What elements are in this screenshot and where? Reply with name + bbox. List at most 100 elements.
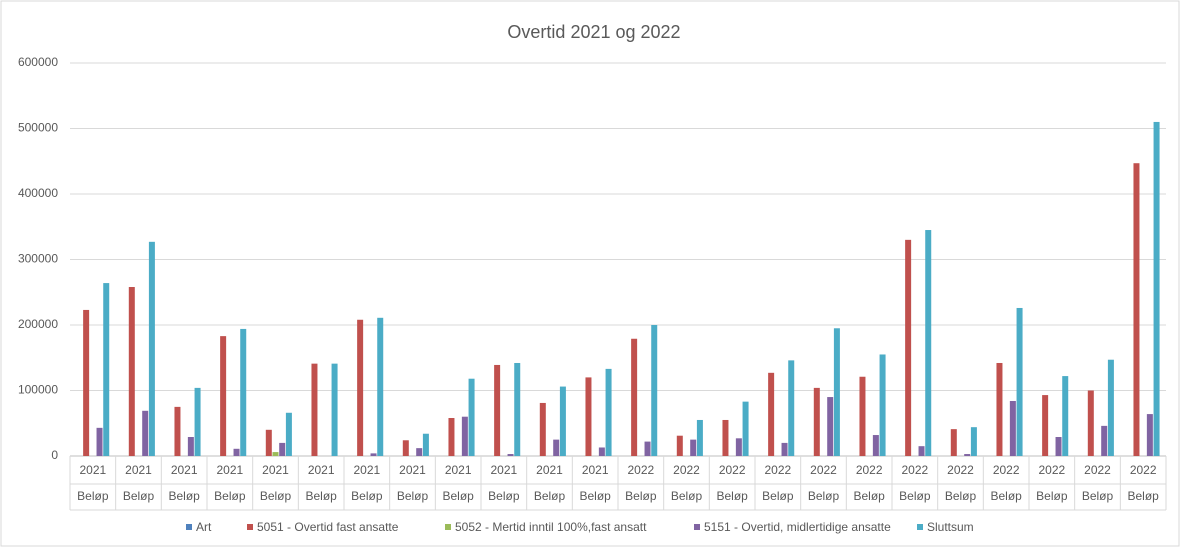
bar <box>788 360 795 456</box>
bar <box>651 325 658 456</box>
x-subcategory-label: Beløp <box>1127 489 1159 503</box>
legend-label: Art <box>196 520 212 534</box>
x-subcategory-label: Beløp <box>123 489 155 503</box>
x-tick-label: 2021 <box>308 463 335 477</box>
bar <box>494 364 501 456</box>
x-subcategory-label: Beløp <box>716 489 748 503</box>
bar <box>233 448 240 456</box>
bar <box>950 429 957 456</box>
bar <box>676 435 683 456</box>
x-tick-label: 2021 <box>353 463 380 477</box>
bar <box>220 336 227 456</box>
bar <box>142 410 149 456</box>
bar <box>735 438 742 456</box>
x-tick-label: 2021 <box>216 463 243 477</box>
y-tick-label: 400000 <box>18 186 58 200</box>
bar <box>631 338 638 456</box>
bar <box>833 328 840 456</box>
bar <box>402 440 409 456</box>
bar <box>905 239 912 456</box>
x-tick-label: 2021 <box>399 463 426 477</box>
x-tick-label: 2022 <box>1130 463 1157 477</box>
bar <box>553 439 560 456</box>
bar <box>1101 425 1108 456</box>
bar <box>194 387 201 456</box>
bar <box>970 427 977 456</box>
bar <box>96 427 103 456</box>
x-tick-label: 2022 <box>947 463 974 477</box>
legend-label: 5052 - Mertid inntil 100%,fast ansatt <box>455 520 647 534</box>
x-subcategory-label: Beløp <box>671 489 703 503</box>
x-subcategory-label: Beløp <box>260 489 292 503</box>
legend-swatch <box>445 524 451 530</box>
bar <box>872 435 879 456</box>
bar <box>422 433 429 456</box>
x-tick-label: 2022 <box>1038 463 1065 477</box>
bar <box>416 448 423 456</box>
bar <box>559 386 566 456</box>
bar <box>768 372 775 456</box>
bar <box>1055 437 1062 456</box>
x-subcategory-label: Beløp <box>214 489 246 503</box>
y-tick-label: 300000 <box>18 252 58 266</box>
bar <box>964 454 971 456</box>
x-tick-label: 2022 <box>1084 463 1111 477</box>
x-tick-label: 2022 <box>901 463 928 477</box>
legend-label: Sluttsum <box>927 520 974 534</box>
bar <box>722 419 729 456</box>
bar <box>265 429 272 456</box>
bar <box>377 317 384 456</box>
legend-swatch <box>186 524 192 530</box>
x-subcategory-label: Beløp <box>808 489 840 503</box>
x-tick-label: 2021 <box>171 463 198 477</box>
x-tick-label: 2022 <box>810 463 837 477</box>
bar <box>357 319 364 456</box>
bar <box>1009 400 1016 456</box>
bar <box>925 230 932 456</box>
x-subcategory-label: Beløp <box>1036 489 1068 503</box>
bar <box>605 368 612 456</box>
x-subcategory-label: Beløp <box>853 489 885 503</box>
bar <box>585 377 592 456</box>
x-subcategory-label: Beløp <box>488 489 520 503</box>
bar <box>813 387 820 456</box>
x-subcategory-label: Beløp <box>442 489 474 503</box>
x-tick-label: 2022 <box>719 463 746 477</box>
chart-title: Overtid 2021 og 2022 <box>507 22 680 42</box>
bar <box>370 453 377 456</box>
x-tick-label: 2022 <box>764 463 791 477</box>
bar <box>514 362 521 456</box>
bar <box>148 241 155 456</box>
x-tick-label: 2021 <box>445 463 472 477</box>
bar <box>240 328 247 456</box>
x-tick-label: 2021 <box>79 463 106 477</box>
x-tick-label: 2022 <box>856 463 883 477</box>
x-subcategory-label: Beløp <box>168 489 200 503</box>
bar <box>187 437 194 456</box>
bar <box>996 362 1003 456</box>
x-tick-label: 2021 <box>536 463 563 477</box>
bar <box>879 354 886 456</box>
bar <box>1107 359 1114 456</box>
bar <box>461 416 468 456</box>
bar <box>859 376 866 456</box>
x-tick-label: 2021 <box>262 463 289 477</box>
x-tick-label: 2022 <box>627 463 654 477</box>
bar <box>272 452 279 456</box>
x-subcategory-label: Beløp <box>762 489 794 503</box>
bar <box>507 454 514 456</box>
bar <box>311 363 318 456</box>
x-tick-label: 2022 <box>673 463 700 477</box>
y-tick-label: 200000 <box>18 317 58 331</box>
legend-swatch <box>694 524 700 530</box>
x-subcategory-label: Beløp <box>579 489 611 503</box>
bar <box>1042 395 1049 456</box>
bar <box>1016 307 1023 456</box>
x-subcategory-label: Beløp <box>351 489 383 503</box>
bar <box>1087 390 1094 456</box>
bar <box>539 402 546 456</box>
bar <box>285 412 292 456</box>
legend-label: 5151 - Overtid, midlertidige ansatte <box>704 520 891 534</box>
x-tick-label: 2022 <box>993 463 1020 477</box>
